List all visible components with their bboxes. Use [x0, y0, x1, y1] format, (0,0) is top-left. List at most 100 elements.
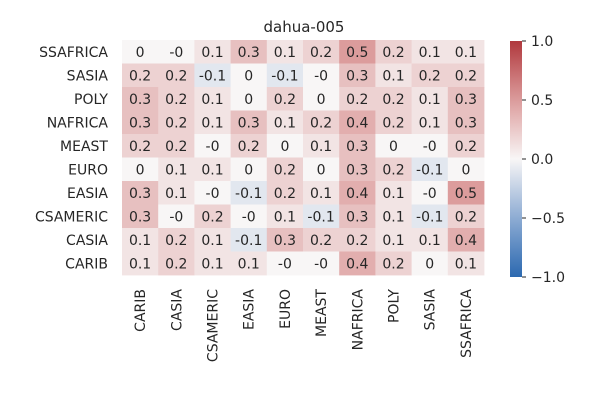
cell-label: 0.2 [165, 233, 187, 249]
heatmap-cell [158, 87, 195, 111]
cell-label: 0.3 [238, 115, 260, 131]
colorbar: 1.0 0.5 0.0 −0.5 −1.0 [510, 34, 565, 286]
cell-label: 0.2 [165, 68, 187, 84]
heatmap-cell [375, 251, 412, 276]
heatmap-cell [194, 228, 231, 252]
heatmap-cell [266, 87, 304, 111]
heatmap-cell [375, 157, 412, 182]
heatmap-cell [375, 40, 412, 64]
heatmap-cell [194, 181, 231, 205]
cell-label: 0.3 [238, 45, 260, 61]
heatmap-cell [375, 87, 412, 111]
heatmap-cell [339, 110, 376, 135]
column-tick-label: CASIA [169, 289, 185, 331]
column-tick-label: POLY [387, 289, 403, 323]
cell-label: 0.1 [274, 115, 296, 131]
cell-label: 0.3 [346, 139, 368, 155]
cell-label: 0.1 [382, 209, 404, 225]
heatmap-cell [122, 40, 159, 64]
cell-label: 0 [244, 162, 253, 178]
colorbar-tick-label: −1.0 [531, 270, 565, 286]
colorbar-tick-label: −0.5 [531, 211, 565, 227]
cell-label: 0.2 [382, 256, 404, 272]
heatmap-cell [411, 87, 449, 111]
cell-label: -0 [206, 186, 220, 202]
heatmap-cell [411, 110, 449, 135]
heatmap-cell [194, 40, 231, 64]
heatmap-cell [194, 87, 231, 111]
heatmap-cell [303, 63, 340, 88]
heatmap-cell [266, 228, 304, 252]
cell-label: 0.2 [310, 115, 332, 131]
cell-label: 0.1 [455, 45, 477, 61]
cell-label: 0 [389, 139, 398, 155]
heatmap-cell [411, 63, 449, 88]
cell-label: 0 [425, 256, 434, 272]
heatmap-cell [411, 228, 449, 252]
heatmap-cell [266, 181, 304, 205]
heatmap-cell [266, 134, 304, 158]
cell-label: 0.4 [455, 233, 477, 249]
cell-label: 0.2 [382, 115, 404, 131]
row-tick-label: MEAST [60, 139, 108, 155]
cell-label: -0 [169, 45, 183, 61]
heatmap-cell [339, 134, 376, 158]
heatmap-cell [230, 157, 268, 182]
cell-label: 0.2 [165, 92, 187, 108]
row-tick-label: EURO [68, 162, 108, 178]
cell-label: 0.3 [346, 209, 368, 225]
heatmap-cell [339, 228, 376, 252]
heatmap-cell [158, 110, 195, 135]
heatmap-cell [122, 134, 159, 158]
cell-label: -0.1 [235, 186, 262, 202]
heatmap-cell [375, 228, 412, 252]
cell-label: 0.1 [419, 115, 441, 131]
heatmap-cell [303, 87, 340, 111]
cell-label: 0.2 [310, 45, 332, 61]
cell-label: 0.2 [455, 139, 477, 155]
cell-label: 0 [136, 162, 145, 178]
cell-label: -0.1 [307, 209, 334, 225]
cell-label: 0.5 [455, 186, 477, 202]
heatmap-cell [447, 228, 485, 252]
heatmap-cell [411, 40, 449, 64]
cell-label: 0.2 [165, 139, 187, 155]
heatmap-cell [375, 204, 412, 229]
heatmap-cell [447, 204, 485, 229]
heatmap-cell [122, 87, 159, 111]
heatmap-cell [266, 110, 304, 135]
row-tick-label: CASIA [66, 233, 108, 249]
heatmap-cell [122, 63, 159, 88]
heatmap-cell [411, 181, 449, 205]
cell-label: -0.1 [199, 68, 226, 84]
cell-label: 0.3 [129, 186, 151, 202]
cell-label: -0.1 [416, 209, 443, 225]
cell-label: -0.1 [235, 233, 262, 249]
cell-label: 0.2 [346, 233, 368, 249]
cell-label: 0.2 [382, 162, 404, 178]
cell-label: 0.2 [274, 186, 296, 202]
cell-label: 0.1 [419, 92, 441, 108]
heatmap-cell [447, 157, 485, 182]
cell-label: 0.2 [419, 68, 441, 84]
cell-label: 0.1 [455, 256, 477, 272]
heatmap-cell [303, 228, 340, 252]
colorbar-tick-label: 1.0 [531, 34, 553, 50]
cell-label: 0.1 [419, 45, 441, 61]
cell-label: 0.1 [201, 115, 223, 131]
heatmap-cell [230, 63, 268, 88]
heatmap-cell [447, 40, 485, 64]
heatmap-cell [339, 63, 376, 88]
cell-label: 0.1 [165, 162, 187, 178]
heatmap-cell [122, 110, 159, 135]
cell-label: 0.1 [129, 256, 151, 272]
cell-label: -0.1 [271, 68, 298, 84]
heatmap-cell [303, 204, 340, 229]
heatmap-cell [230, 204, 268, 229]
column-tick-label: EASIA [242, 289, 258, 330]
cell-label: 0.3 [346, 162, 368, 178]
cell-label: 0.2 [129, 139, 151, 155]
heatmap-cell [194, 134, 231, 158]
row-tick-label: EASIA [67, 186, 108, 202]
